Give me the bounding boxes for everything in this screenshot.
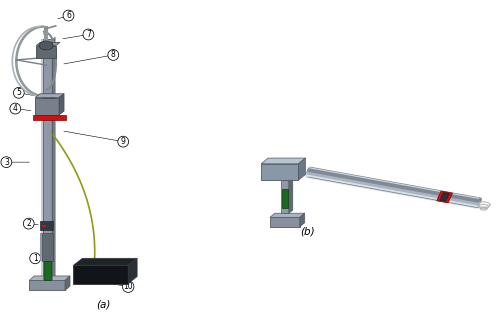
Text: (a): (a) — [96, 300, 110, 310]
Text: 4: 4 — [13, 104, 18, 113]
Bar — [41, 39, 42, 280]
Bar — [29, 280, 65, 290]
Circle shape — [39, 41, 53, 50]
Text: 1: 1 — [33, 254, 38, 263]
Text: 10: 10 — [124, 282, 133, 291]
Bar — [44, 261, 51, 280]
Polygon shape — [65, 276, 70, 290]
Bar — [42, 39, 51, 280]
Bar — [40, 233, 42, 261]
Polygon shape — [300, 213, 304, 227]
Bar — [40, 221, 53, 230]
Bar — [261, 164, 298, 180]
Polygon shape — [270, 213, 304, 217]
Polygon shape — [440, 193, 449, 201]
Polygon shape — [35, 94, 64, 98]
Bar — [74, 265, 128, 284]
Polygon shape — [289, 177, 293, 213]
Text: 9: 9 — [121, 137, 126, 146]
Polygon shape — [74, 258, 137, 265]
Text: (b): (b) — [300, 226, 314, 236]
Bar — [42, 225, 46, 227]
Bar — [42, 233, 52, 261]
Bar — [35, 98, 59, 115]
Text: 7: 7 — [86, 30, 91, 39]
Polygon shape — [436, 191, 452, 203]
Polygon shape — [59, 94, 64, 115]
Polygon shape — [298, 158, 306, 180]
Bar — [36, 45, 56, 58]
Bar — [281, 180, 289, 213]
Text: 5: 5 — [16, 88, 21, 97]
Text: 3: 3 — [4, 158, 9, 167]
Polygon shape — [29, 276, 70, 280]
Text: 8: 8 — [111, 51, 116, 59]
Bar — [33, 115, 66, 120]
Polygon shape — [261, 158, 306, 164]
Text: 6: 6 — [66, 11, 71, 20]
Bar — [282, 189, 288, 209]
Polygon shape — [52, 37, 56, 280]
Bar — [270, 217, 300, 227]
Bar — [42, 39, 51, 280]
Text: 2: 2 — [26, 219, 31, 228]
FancyArrowPatch shape — [45, 26, 56, 29]
Polygon shape — [128, 258, 137, 284]
Polygon shape — [36, 42, 60, 45]
